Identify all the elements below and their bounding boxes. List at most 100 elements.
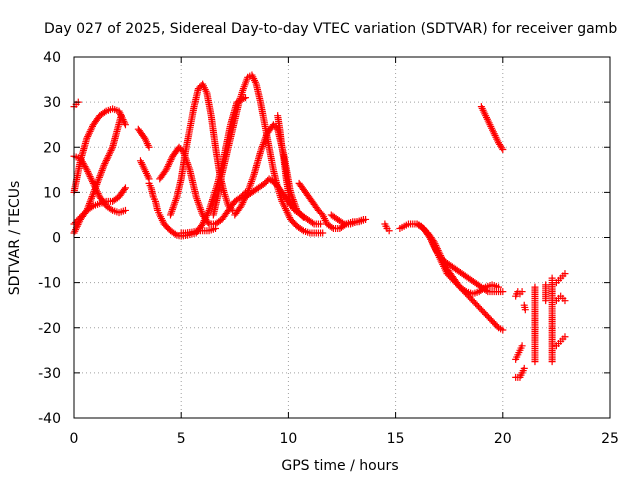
y-tick-label: -20 — [38, 321, 61, 337]
point-marker — [103, 155, 111, 163]
point-marker — [495, 283, 503, 291]
point-marker — [102, 156, 110, 164]
chart-title: Day 027 of 2025, Sidereal Day-to-day VTE… — [44, 21, 617, 37]
series-arc-16 — [295, 179, 370, 232]
x-axis-label: GPS time / hours — [281, 458, 398, 474]
point-marker — [461, 287, 469, 295]
point-marker — [432, 241, 440, 249]
grid-lines — [74, 57, 610, 418]
series-arc-24 — [512, 342, 526, 363]
point-marker — [212, 224, 220, 232]
point-marker — [88, 176, 96, 184]
series-arc-15 — [274, 112, 295, 210]
point-marker — [239, 199, 247, 207]
point-marker — [85, 171, 93, 179]
point-marker — [167, 156, 175, 164]
point-marker — [105, 150, 113, 158]
point-marker — [319, 229, 327, 237]
point-marker — [531, 358, 539, 366]
y-tick-label: 20 — [43, 140, 61, 156]
point-marker — [106, 148, 114, 156]
point-marker — [204, 208, 212, 216]
point-marker — [480, 284, 488, 292]
series-arc-9 — [156, 143, 250, 228]
point-marker — [82, 164, 90, 172]
point-marker — [84, 131, 92, 139]
point-marker — [84, 168, 92, 176]
point-marker — [83, 166, 91, 174]
y-tick-label: 30 — [43, 95, 61, 111]
point-marker — [561, 297, 569, 305]
point-marker — [433, 243, 441, 251]
series-arc-6 — [134, 125, 153, 151]
point-marker — [102, 158, 110, 166]
point-marker — [121, 184, 129, 192]
point-marker — [199, 220, 207, 228]
point-marker — [101, 160, 109, 168]
point-marker — [493, 322, 501, 330]
point-marker — [101, 108, 109, 116]
point-marker — [71, 227, 79, 235]
point-marker — [84, 133, 92, 141]
point-marker — [85, 129, 93, 137]
point-marker — [86, 127, 94, 135]
series-arc-14 — [242, 175, 325, 228]
point-marker — [309, 219, 317, 227]
point-marker — [499, 326, 507, 334]
series-arc-7 — [136, 157, 153, 183]
x-tick-label: 25 — [601, 431, 619, 447]
point-marker — [163, 164, 171, 172]
point-marker — [100, 161, 108, 169]
point-marker — [86, 173, 94, 181]
point-marker — [83, 134, 91, 142]
point-marker — [107, 147, 115, 155]
point-marker — [561, 333, 569, 341]
series-arc-31 — [552, 292, 569, 305]
y-axis-label: SDTVAR / TECUs — [7, 181, 23, 296]
point-marker — [518, 342, 526, 350]
point-marker — [437, 252, 445, 260]
point-marker — [166, 157, 174, 165]
series-arc-30 — [552, 270, 569, 287]
point-marker — [237, 202, 245, 210]
point-marker — [430, 238, 438, 246]
series-arc-25 — [512, 364, 528, 381]
point-marker — [435, 248, 443, 256]
point-marker — [108, 145, 116, 153]
series-arc-17 — [327, 211, 367, 228]
point-marker — [107, 205, 115, 213]
series-arc-10 — [166, 80, 237, 219]
point-marker — [499, 288, 507, 296]
series-arc-22 — [477, 103, 507, 154]
point-marker — [164, 162, 172, 170]
point-marker — [438, 255, 446, 263]
point-marker — [431, 240, 439, 248]
point-marker — [561, 270, 569, 278]
point-marker — [339, 219, 347, 227]
point-marker — [499, 146, 507, 154]
data-points — [70, 71, 569, 381]
point-marker — [439, 257, 447, 265]
series-arc-4 — [70, 112, 125, 228]
y-tick-label: -30 — [38, 366, 61, 382]
x-tick-label: 15 — [387, 431, 405, 447]
series-arc-11 — [177, 224, 220, 237]
point-marker — [440, 258, 448, 266]
point-marker — [437, 253, 445, 261]
y-tick-label: 40 — [43, 50, 61, 66]
point-marker — [115, 107, 123, 115]
point-marker — [518, 288, 526, 296]
point-marker — [171, 230, 179, 238]
point-marker — [121, 206, 129, 214]
point-marker — [88, 124, 96, 132]
point-marker — [498, 144, 506, 152]
point-marker — [204, 218, 212, 226]
y-tick-label: -10 — [38, 276, 61, 292]
point-marker — [88, 178, 96, 186]
series-arc-32 — [552, 333, 569, 350]
point-marker — [441, 260, 449, 268]
point-marker — [120, 185, 128, 193]
x-tick-label: 20 — [494, 431, 512, 447]
point-marker — [72, 226, 80, 234]
series-arc-21 — [424, 229, 503, 298]
